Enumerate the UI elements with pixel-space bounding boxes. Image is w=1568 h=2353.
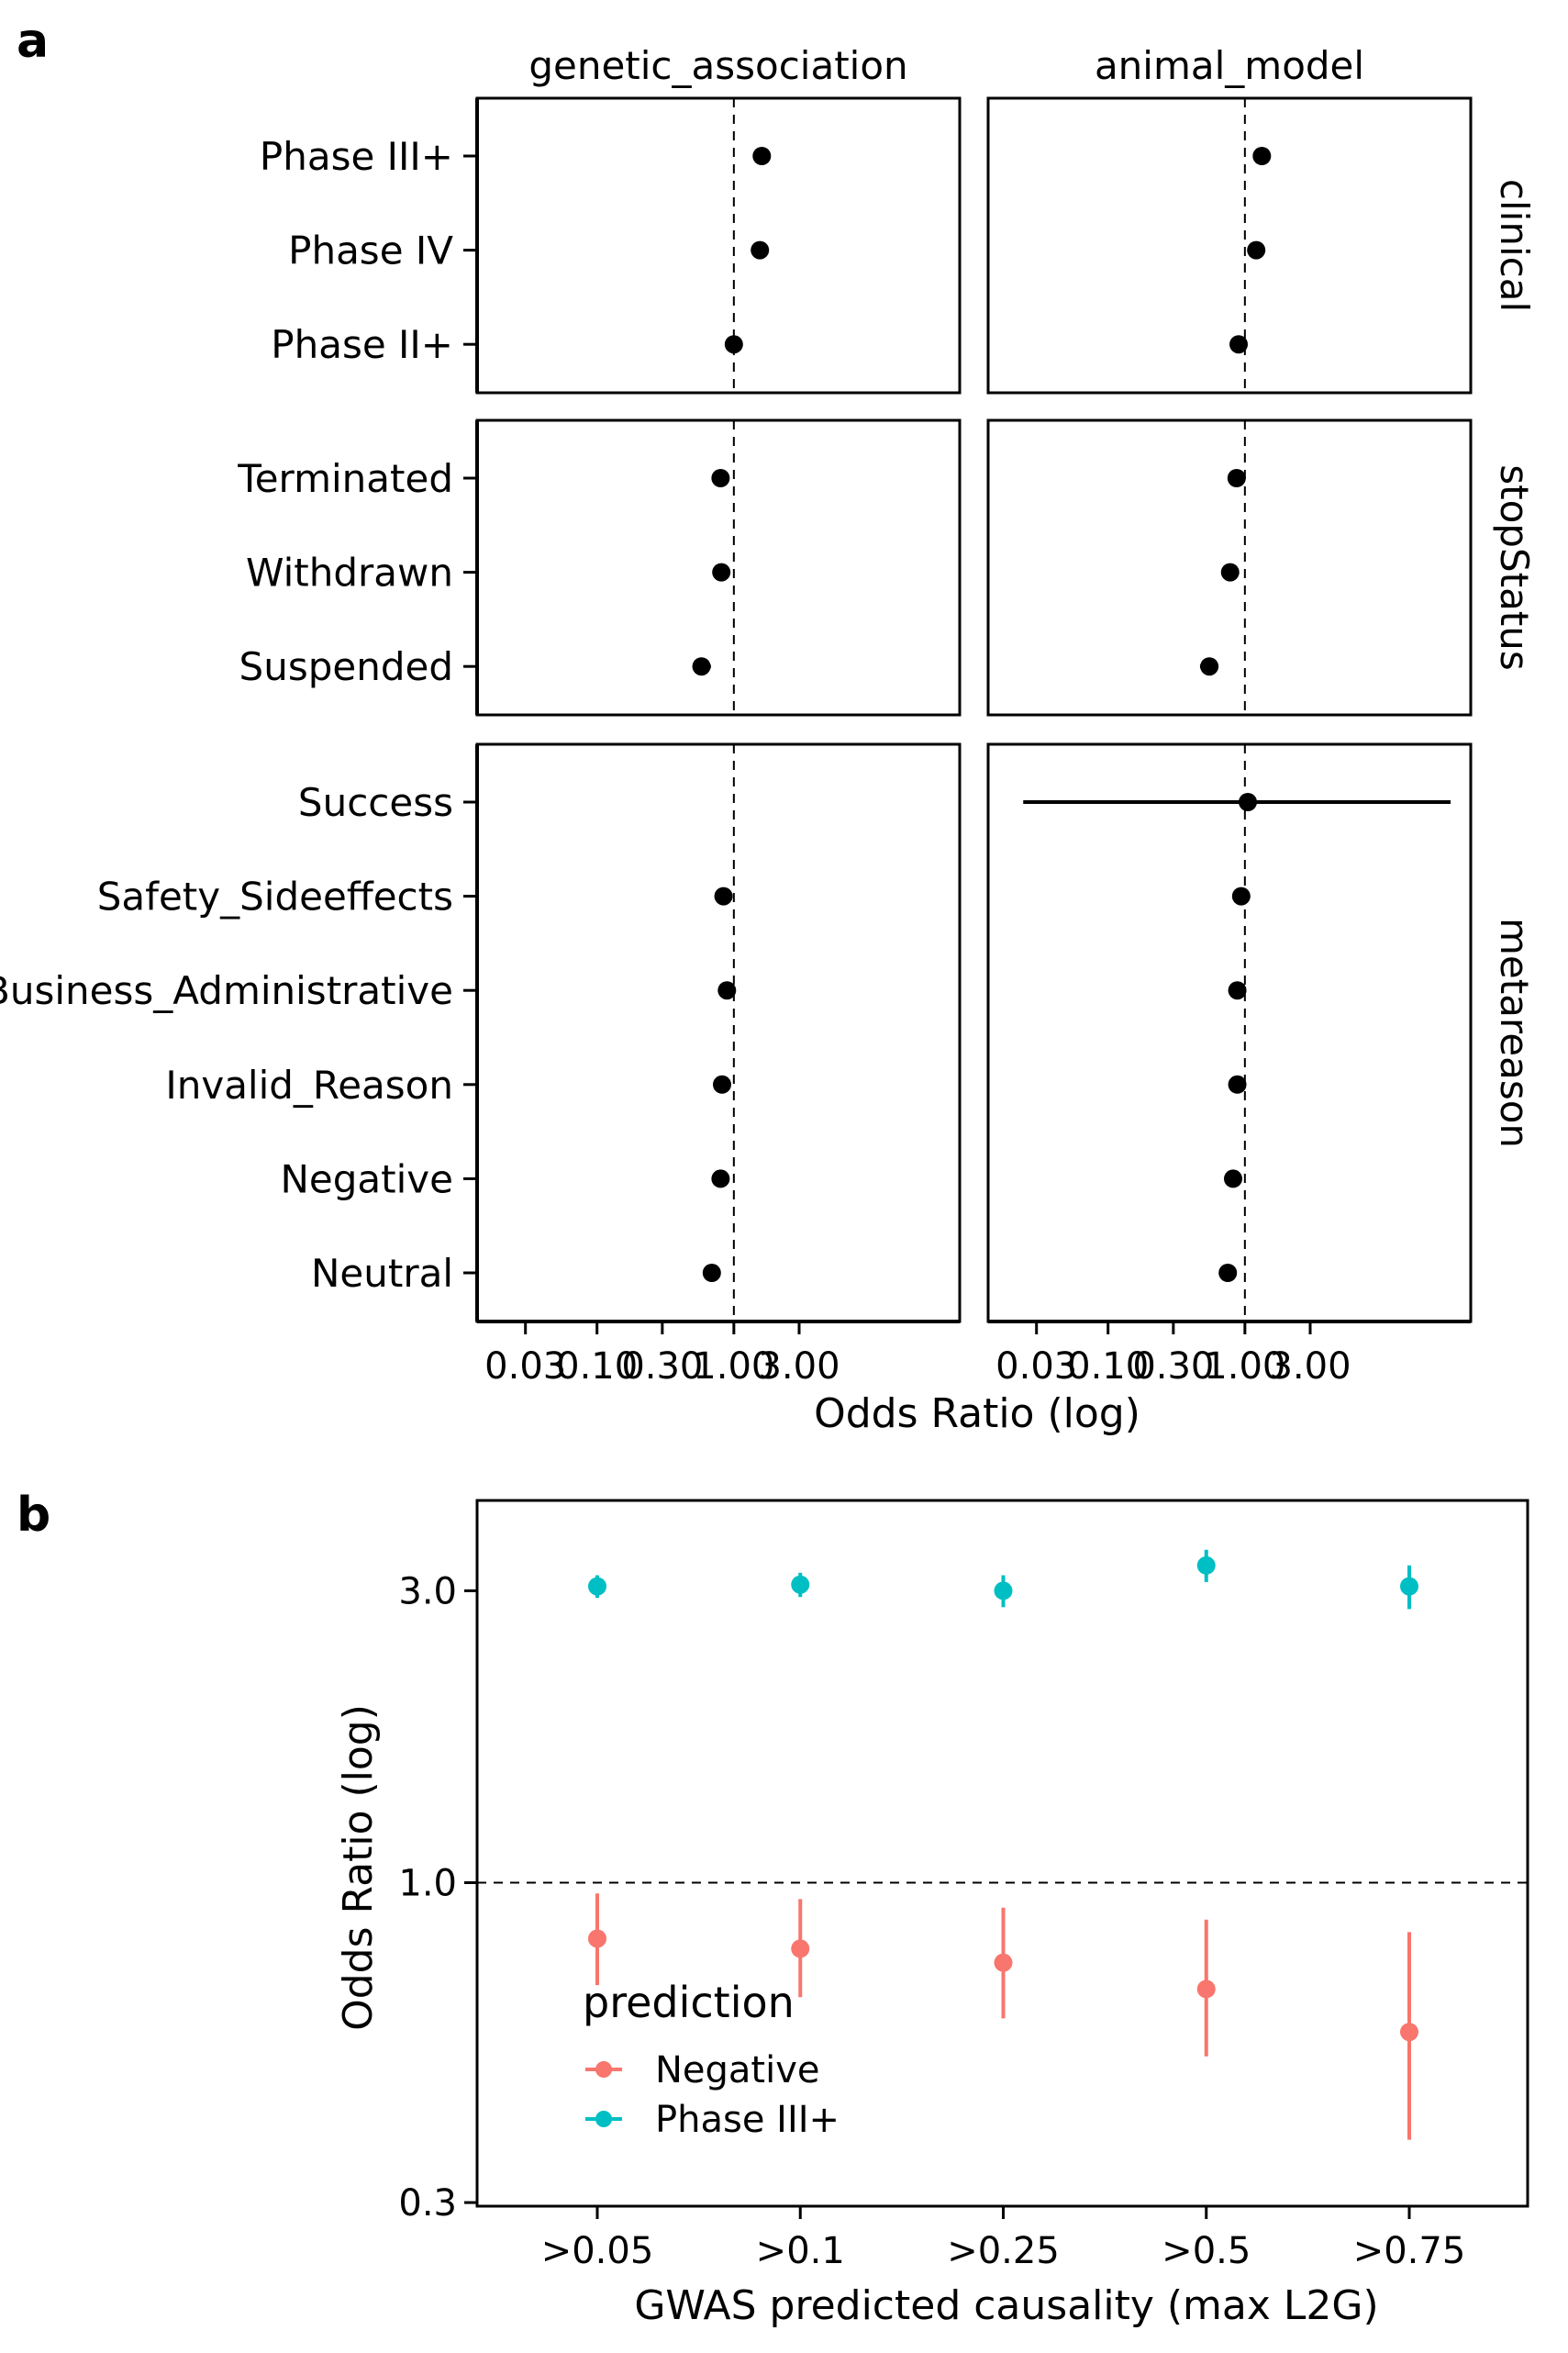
y-tick-label-phase-iii: Phase III+ [260, 134, 453, 179]
x-tick-label-b-3: >0.5 [1162, 2230, 1251, 2272]
x-axis-title-b: GWAS predicted causality (max L2G) [634, 2282, 1378, 2329]
l2g-plot: GWAS predicted causality (max L2G) Odds … [335, 1499, 1529, 2329]
point-animal-model-safety-sideeffects [1231, 887, 1251, 906]
forest-plot: Odds Ratio (log) genetic_association anim… [0, 43, 1537, 1437]
legend-key-dot-phase-iii [595, 2111, 612, 2127]
x-tick-label-genetic-association-2: 0.30 [621, 1345, 703, 1388]
y-tick-label-b-0: 0.3 [398, 2182, 457, 2225]
facet-panel-animal-model-metareason [986, 742, 1473, 1323]
point-genetic-association-neutral [702, 1264, 721, 1282]
legend-title: prediction [583, 1978, 795, 2027]
panel-label-a: a [17, 14, 49, 69]
x-tick-label-b-1: >0.1 [756, 2230, 845, 2272]
x-tick-label-genetic-association-3: 1.00 [693, 1345, 774, 1388]
point-genetic-association-phase-ii [724, 335, 743, 354]
column-strip-genetic-association: genetic_association [528, 43, 907, 88]
legend-label-negative: Negative [655, 2049, 820, 2091]
y-tick-label-b-2: 3.0 [398, 1570, 457, 1612]
point-animal-model-phase-ii [1229, 335, 1249, 354]
x-tick-label-genetic-association-4: 3.00 [758, 1345, 840, 1388]
point-negative-1 [791, 1939, 810, 1958]
x-tick-label-genetic-association-1: 0.10 [556, 1345, 638, 1388]
panel-label-b: b [17, 1488, 50, 1543]
column-strip-animal-model: animal_model [1095, 43, 1364, 88]
point-animal-model-invalid-reason [1228, 1075, 1247, 1094]
y-tick-label-suspended: Suspended [239, 644, 453, 689]
point-genetic-association-negative [711, 1169, 730, 1188]
legend-key-dot-negative [595, 2061, 612, 2078]
y-tick-label-phase-iv: Phase IV [288, 229, 453, 273]
x-tick-label-genetic-association-0: 0.03 [484, 1345, 566, 1388]
facet-panel-genetic-association-stopstatus [475, 418, 962, 717]
y-tick-label-terminated: Terminated [237, 456, 453, 501]
y-tick-label-b-1: 1.0 [398, 1862, 457, 1904]
y-tick-label-neutral: Neutral [311, 1251, 453, 1296]
row-strip-stopstatus: stopStatus [1492, 464, 1537, 671]
point-animal-model-phase-iii [1252, 147, 1272, 165]
y-tick-label-business-administrative: Business_Administrative [0, 968, 453, 1013]
facet-panel-animal-model-clinical [986, 96, 1473, 395]
point-genetic-association-invalid-reason [712, 1075, 731, 1094]
point-genetic-association-terminated [711, 469, 730, 487]
facet-panel-genetic-association-metareason [475, 742, 962, 1323]
point-negative-2 [994, 1953, 1013, 1972]
x-tick-label-b-0: >0.05 [541, 2230, 654, 2272]
point-negative-0 [588, 1929, 606, 1948]
point-phase-iii-2 [994, 1581, 1013, 1600]
point-animal-model-success [1239, 793, 1258, 811]
row-strip-metareason: metareason [1492, 918, 1537, 1148]
point-animal-model-suspended [1200, 657, 1219, 676]
point-animal-model-neutral [1218, 1264, 1238, 1282]
y-tick-label-invalid-reason: Invalid_Reason [165, 1063, 453, 1108]
point-negative-3 [1196, 1979, 1216, 1999]
x-tick-label-animal-model-1: 0.10 [1067, 1345, 1149, 1388]
x-tick-label-animal-model-0: 0.03 [995, 1345, 1077, 1388]
y-tick-label-safety-sideeffects: Safety_Sideeffects [97, 875, 453, 920]
point-phase-iii-3 [1196, 1556, 1216, 1575]
point-genetic-association-suspended [692, 657, 711, 676]
point-genetic-association-phase-iv [751, 240, 770, 260]
point-genetic-association-business-administrative [717, 981, 737, 1000]
x-axis-title-a: Odds Ratio (log) [814, 1390, 1140, 1437]
point-genetic-association-withdrawn [712, 563, 731, 582]
y-tick-label-phase-ii: Phase II+ [271, 322, 453, 367]
facet-panel-animal-model-stopstatus [986, 418, 1473, 717]
facet-panel-genetic-association-clinical [475, 96, 962, 395]
y-tick-label-withdrawn: Withdrawn [246, 551, 453, 596]
point-phase-iii-0 [588, 1577, 606, 1596]
x-tick-label-animal-model-2: 0.30 [1132, 1345, 1214, 1388]
y-tick-label-success: Success [298, 780, 453, 825]
row-strip-clinical: clinical [1492, 179, 1537, 312]
point-animal-model-withdrawn [1220, 563, 1240, 582]
point-phase-iii-4 [1400, 1577, 1418, 1596]
x-tick-label-animal-model-4: 3.00 [1269, 1345, 1351, 1388]
point-negative-4 [1400, 2023, 1418, 2042]
point-animal-model-phase-iv [1247, 240, 1266, 260]
point-animal-model-terminated [1227, 469, 1246, 487]
legend-label-phase-iii: Phase III+ [655, 2099, 840, 2141]
point-genetic-association-safety-sideeffects [714, 887, 733, 906]
x-tick-label-b-2: >0.25 [947, 2230, 1060, 2272]
y-axis-title-b: Odds Ratio (log) [335, 1704, 382, 2031]
point-animal-model-negative [1223, 1169, 1242, 1188]
point-genetic-association-phase-iii [752, 147, 772, 165]
point-animal-model-business-administrative [1228, 981, 1247, 1000]
point-phase-iii-1 [791, 1575, 810, 1594]
x-tick-label-b-4: >0.75 [1353, 2230, 1466, 2272]
x-tick-label-animal-model-3: 1.00 [1204, 1345, 1285, 1388]
y-tick-label-negative: Negative [281, 1156, 454, 1201]
